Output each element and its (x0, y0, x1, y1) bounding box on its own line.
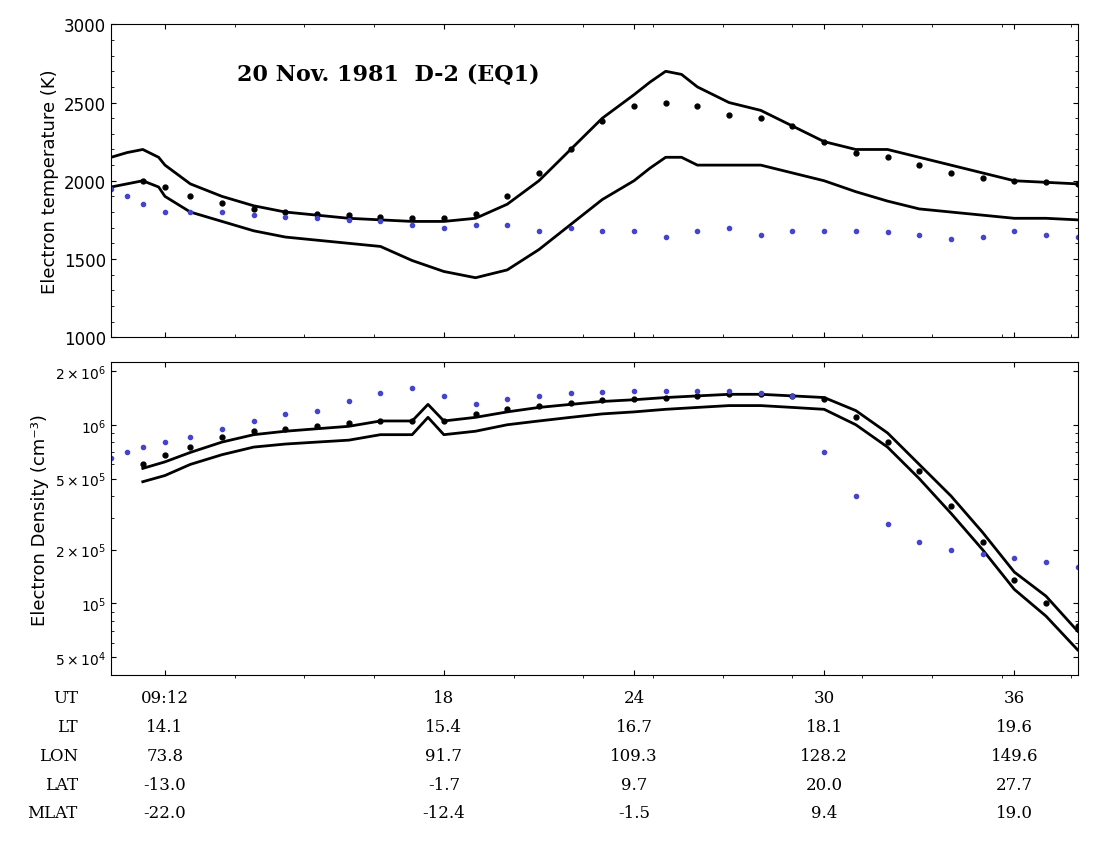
Text: 9.7: 9.7 (621, 776, 648, 793)
Text: 36: 36 (1003, 690, 1024, 706)
Text: -1.7: -1.7 (428, 776, 460, 793)
Text: 109.3: 109.3 (610, 747, 658, 764)
Text: -22.0: -22.0 (143, 804, 187, 821)
Text: 14.1: 14.1 (147, 718, 183, 735)
Text: 15.4: 15.4 (426, 718, 462, 735)
Text: 19.0: 19.0 (995, 804, 1033, 821)
Text: LAT: LAT (44, 776, 78, 793)
Text: 19.6: 19.6 (995, 718, 1033, 735)
Text: -1.5: -1.5 (618, 804, 650, 821)
Text: 73.8: 73.8 (147, 747, 183, 764)
Text: LT: LT (57, 718, 78, 735)
Y-axis label: Electron Density (cm⁻³): Electron Density (cm⁻³) (31, 414, 50, 625)
Text: -13.0: -13.0 (143, 776, 187, 793)
Text: -12.4: -12.4 (422, 804, 466, 821)
Text: MLAT: MLAT (28, 804, 78, 821)
Text: 18: 18 (433, 690, 454, 706)
Text: 149.6: 149.6 (991, 747, 1038, 764)
Text: 30: 30 (813, 690, 834, 706)
Text: 27.7: 27.7 (995, 776, 1033, 793)
Text: 128.2: 128.2 (800, 747, 848, 764)
Text: LON: LON (39, 747, 78, 764)
Text: 20.0: 20.0 (805, 776, 843, 793)
Text: UT: UT (52, 690, 78, 706)
Text: 91.7: 91.7 (426, 747, 462, 764)
Text: 24: 24 (623, 690, 644, 706)
Text: 20 Nov. 1981  D-2 (EQ1): 20 Nov. 1981 D-2 (EQ1) (237, 62, 539, 84)
Y-axis label: Electron temperature (K): Electron temperature (K) (41, 69, 59, 294)
Text: 09:12: 09:12 (141, 690, 189, 706)
Text: 16.7: 16.7 (615, 718, 652, 735)
Text: 9.4: 9.4 (811, 804, 838, 821)
Text: 18.1: 18.1 (805, 718, 843, 735)
